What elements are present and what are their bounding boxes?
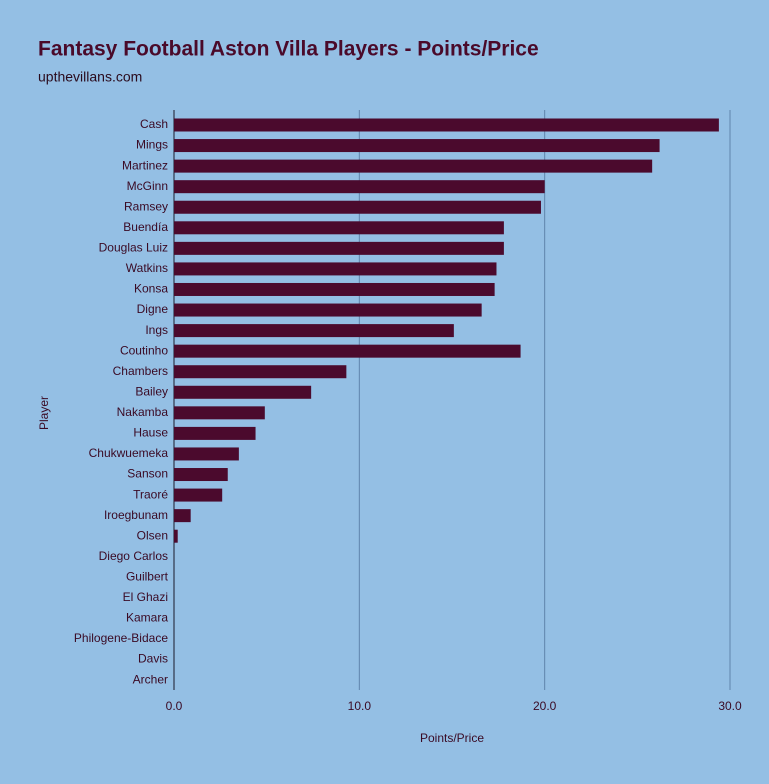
y-tick-label: Diego Carlos xyxy=(99,549,168,563)
y-tick-label: Kamara xyxy=(126,611,168,625)
y-tick-label: Martinez xyxy=(122,158,168,172)
bar xyxy=(174,344,521,358)
y-tick-label: Chukwuemeka xyxy=(89,446,169,460)
x-tick-label: 20.0 xyxy=(533,699,557,713)
y-tick-label: Cash xyxy=(140,117,168,131)
y-tick-label: Buendía xyxy=(123,220,168,234)
x-tick-label: 30.0 xyxy=(718,699,742,713)
bar xyxy=(174,385,312,399)
y-tick-label: Mings xyxy=(136,138,168,152)
y-tick-label: Hause xyxy=(133,426,168,440)
y-tick-label: Ings xyxy=(145,323,168,337)
y-tick-label: Guilbert xyxy=(126,569,169,583)
bar xyxy=(174,221,504,235)
bar xyxy=(174,468,228,482)
y-tick-label: Davis xyxy=(138,652,168,666)
x-tick-label: 10.0 xyxy=(348,699,372,713)
y-tick-label: Coutinho xyxy=(120,343,168,357)
bar xyxy=(174,118,719,132)
y-tick-label: Olsen xyxy=(137,528,168,542)
bar xyxy=(174,262,497,276)
y-tick-label: Douglas Luiz xyxy=(99,241,168,255)
y-tick-label: Nakamba xyxy=(117,405,169,419)
y-tick-label: Digne xyxy=(137,302,169,316)
y-tick-label: Sanson xyxy=(127,467,168,481)
y-tick-label: Bailey xyxy=(135,384,168,398)
y-tick-label: Watkins xyxy=(126,261,168,275)
chart-title: Fantasy Football Aston Villa Players - P… xyxy=(38,38,539,61)
y-tick-label: Ramsey xyxy=(124,199,168,213)
bar xyxy=(174,488,223,502)
bar xyxy=(174,200,541,214)
bar xyxy=(174,365,347,379)
y-tick-label: Traoré xyxy=(133,487,168,501)
y-tick-label: Philogene-Bidace xyxy=(74,631,168,645)
y-tick-label: Konsa xyxy=(134,282,168,296)
bar xyxy=(174,447,239,461)
bar xyxy=(174,406,265,420)
bar xyxy=(174,282,495,296)
x-axis-label: Points/Price xyxy=(420,731,484,745)
bar xyxy=(174,303,482,317)
y-tick-label: Chambers xyxy=(113,364,168,378)
bar xyxy=(174,509,191,523)
bar xyxy=(174,324,454,338)
chart-subtitle: upthevillans.com xyxy=(38,69,142,85)
bar xyxy=(174,139,660,153)
y-tick-label: El Ghazi xyxy=(123,590,168,604)
y-axis-label: Player xyxy=(37,396,51,430)
bar xyxy=(174,241,504,255)
bar xyxy=(174,426,256,440)
y-tick-label: Iroegbunam xyxy=(104,508,168,522)
bar xyxy=(174,180,545,194)
bar xyxy=(174,529,178,543)
x-tick-label: 0.0 xyxy=(166,699,183,713)
y-tick-label: McGinn xyxy=(127,179,168,193)
y-tick-label: Archer xyxy=(133,672,168,686)
bar xyxy=(174,159,653,173)
